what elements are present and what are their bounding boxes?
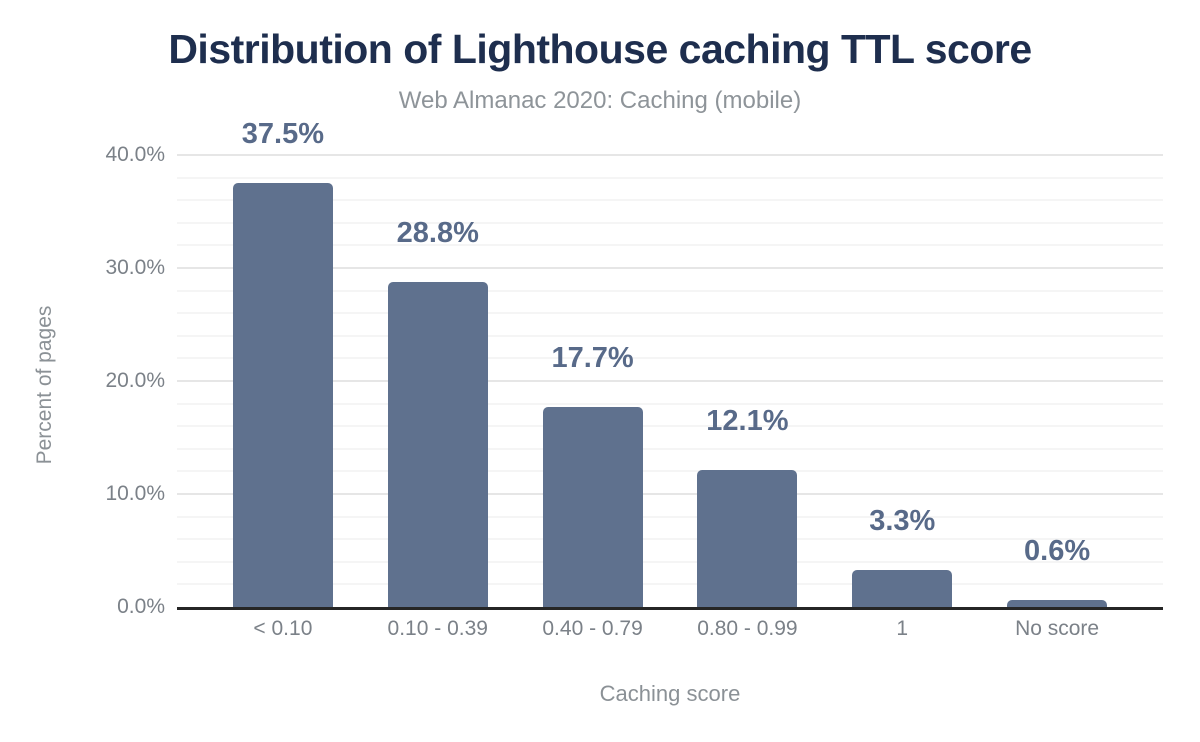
gridline-minor: [177, 447, 1163, 450]
gridline-minor: [177, 470, 1163, 473]
plot-area: 37.5% 28.8% 17.7% 12.1% 3.3% 0.6%: [177, 118, 1163, 610]
bar-value-label: 37.5%: [241, 118, 325, 151]
gridline-minor: [177, 515, 1163, 518]
y-tick-label: 0.0%: [117, 595, 165, 618]
chart-title: Distribution of Lighthouse caching TTL s…: [168, 26, 1032, 72]
y-tick-label: 30.0%: [105, 256, 165, 279]
bar-1: [852, 569, 953, 607]
bar-value-label: 0.6%: [1024, 535, 1091, 568]
x-tick-label: 0.10 - 0.39: [387, 617, 488, 640]
gridline-minor: [177, 334, 1163, 337]
gridline-minor: [177, 402, 1163, 405]
gridline-minor: [177, 583, 1163, 586]
y-tick-label: 20.0%: [105, 369, 165, 392]
x-tick-label: < 0.10: [253, 617, 313, 640]
gridline-minor: [177, 538, 1163, 541]
bar-0-80-0-99: [697, 470, 798, 607]
gridline-minor: [177, 425, 1163, 428]
y-axis-title: Percent of pages: [33, 305, 56, 465]
gridline-minor: [177, 312, 1163, 315]
x-tick-label: 0.80 - 0.99: [697, 617, 798, 640]
gridline-minor: [177, 199, 1163, 202]
bar-value-label: 17.7%: [551, 342, 634, 374]
bar-value-label: 3.3%: [869, 504, 936, 537]
gridline-major: [177, 493, 1163, 495]
bar-value-label: 28.8%: [396, 216, 479, 249]
x-tick-label: No score: [1015, 617, 1100, 640]
x-axis-title: Caching score: [599, 681, 741, 706]
gridline-minor: [177, 244, 1163, 247]
chart-subtitle: Web Almanac 2020: Caching (mobile): [398, 87, 802, 114]
gridline-major: [177, 380, 1163, 382]
x-tick-label: 0.40 - 0.79: [542, 617, 643, 640]
bar-no-score: [1007, 600, 1108, 607]
gridline-minor: [177, 357, 1163, 360]
gridline-minor: [177, 560, 1163, 563]
gridline-minor: [177, 289, 1163, 292]
bar--0-10: [232, 183, 333, 607]
gridline-major: [177, 267, 1163, 269]
gridline-minor: [177, 221, 1163, 224]
y-tick-label: 10.0%: [105, 482, 165, 505]
gridline-major: [177, 154, 1163, 156]
bar-0-10-0-39: [387, 281, 488, 607]
bar-0-40-0-79: [542, 407, 643, 607]
y-tick-label: 40.0%: [105, 143, 165, 166]
bar-value-label: 12.1%: [706, 405, 789, 438]
x-tick-label: 1: [896, 617, 909, 640]
gridline-minor: [177, 176, 1163, 179]
